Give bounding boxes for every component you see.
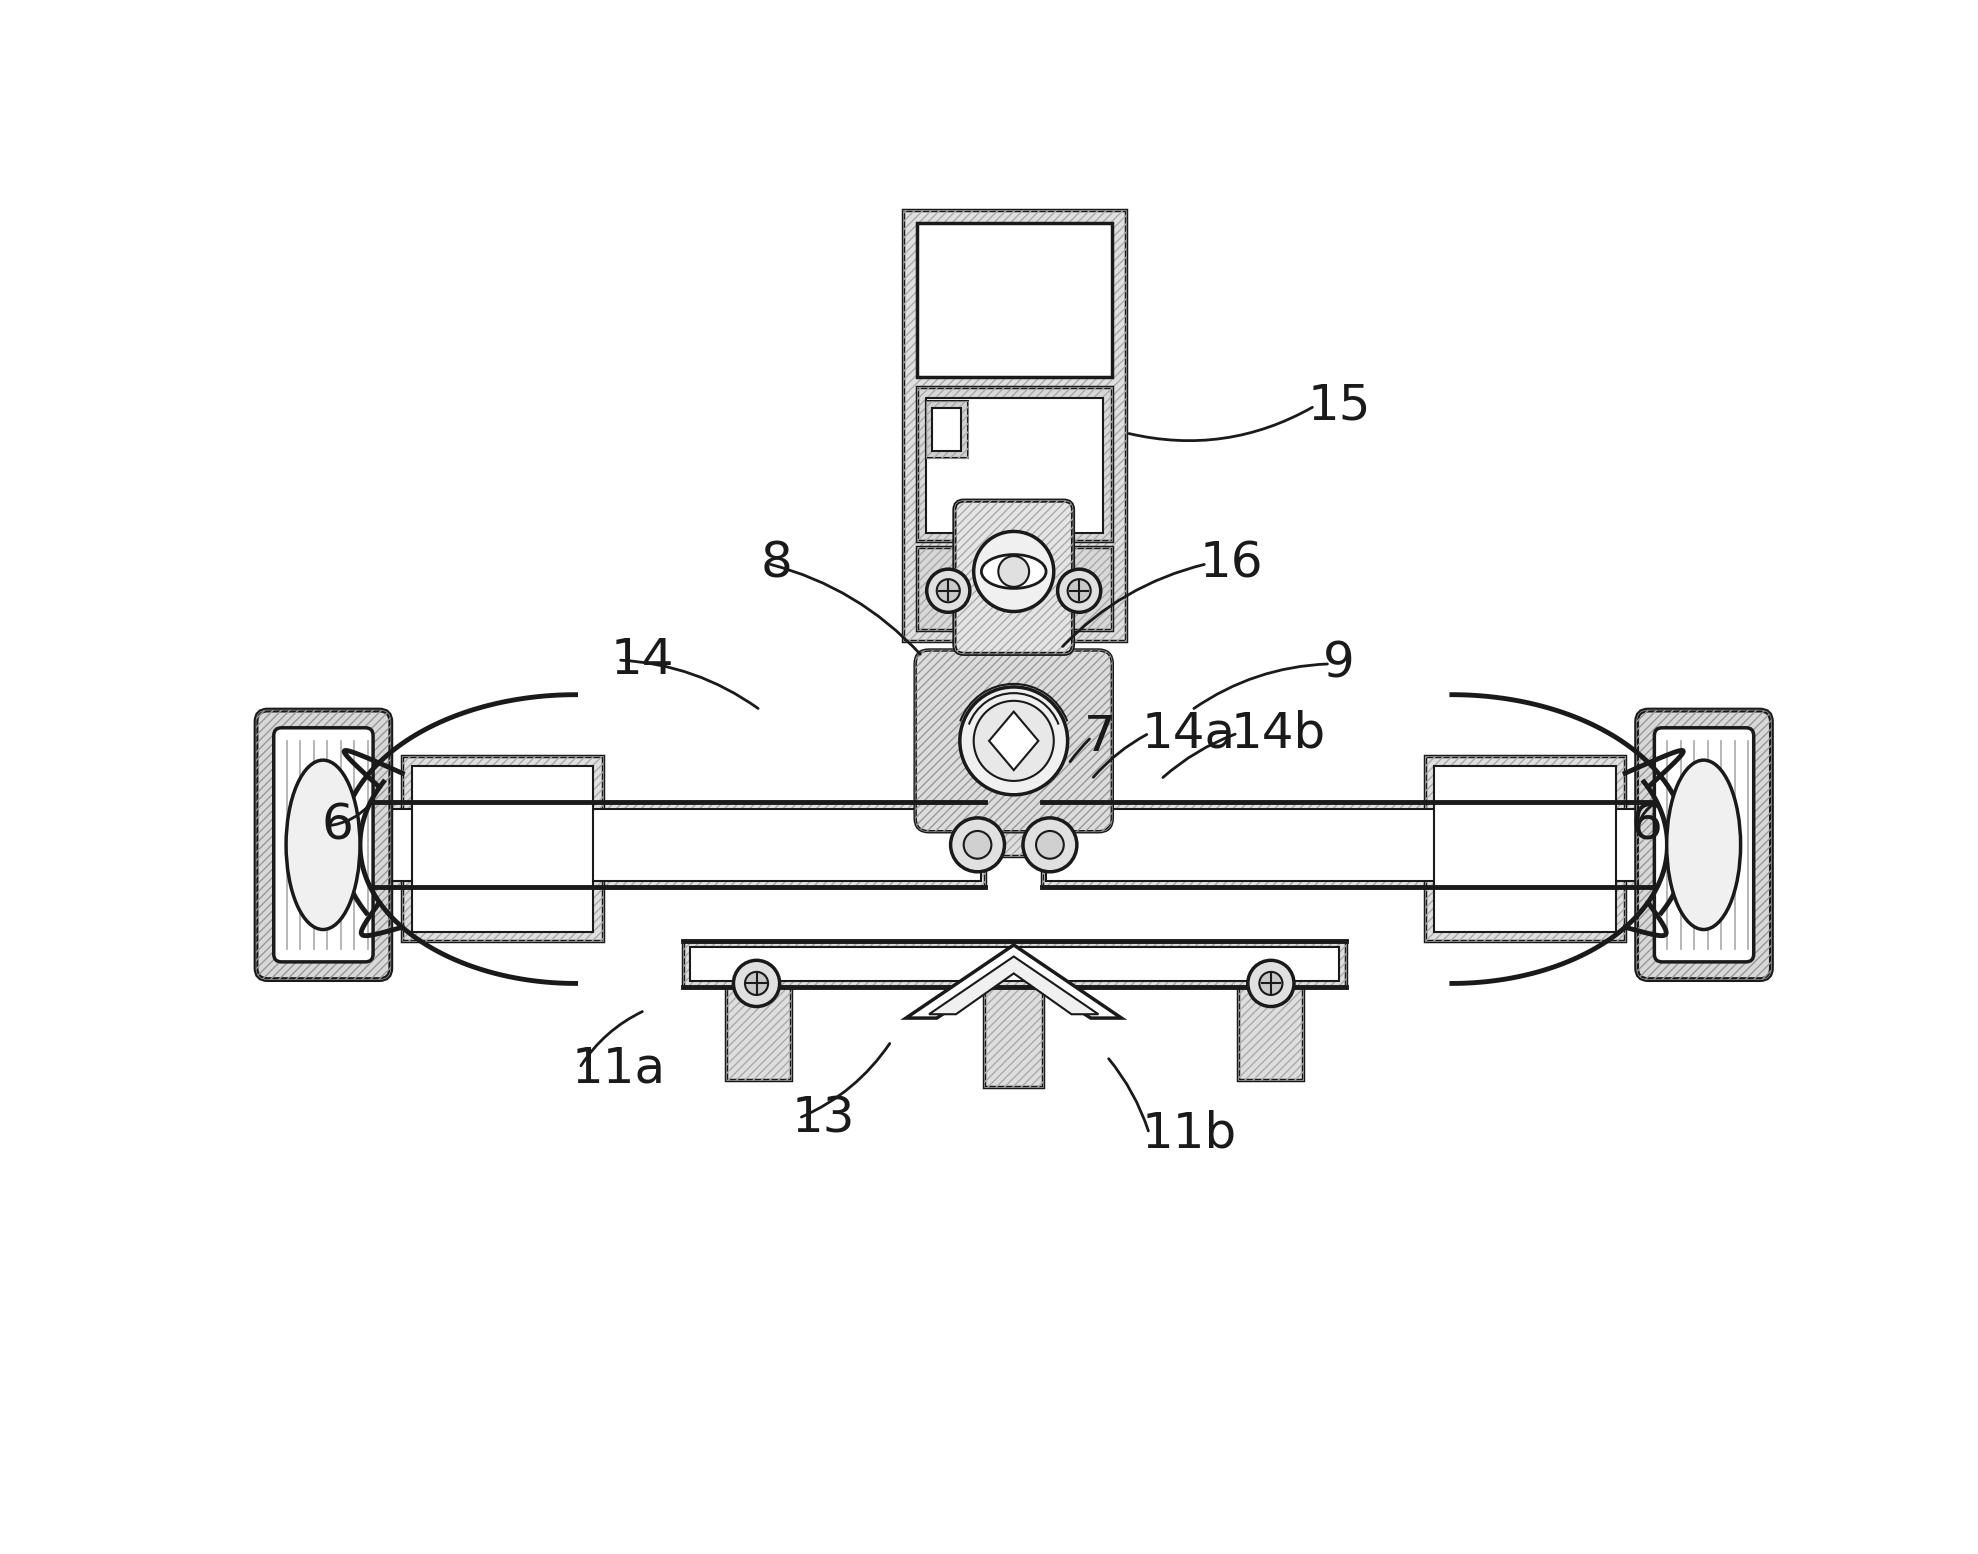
Bar <box>682 942 1345 987</box>
Bar <box>726 987 791 1080</box>
Text: 11a: 11a <box>572 1044 667 1092</box>
Bar <box>1238 987 1304 1080</box>
Circle shape <box>1023 817 1076 872</box>
Circle shape <box>1068 580 1090 603</box>
Text: 7: 7 <box>1084 713 1116 761</box>
Bar <box>916 547 1112 629</box>
Bar <box>985 640 1042 679</box>
Circle shape <box>973 701 1054 782</box>
Bar <box>926 398 1104 533</box>
Ellipse shape <box>981 555 1046 589</box>
Bar <box>372 802 985 887</box>
Text: 6: 6 <box>1630 802 1662 850</box>
Text: 6: 6 <box>322 802 354 850</box>
Text: 8: 8 <box>760 539 791 587</box>
Bar <box>726 987 791 1080</box>
Bar <box>916 547 1112 629</box>
Bar <box>985 987 1042 1088</box>
Bar <box>372 802 985 887</box>
Bar <box>1434 766 1616 932</box>
Bar <box>993 817 1034 856</box>
Bar <box>916 387 1112 541</box>
FancyBboxPatch shape <box>955 500 1072 654</box>
Circle shape <box>959 687 1068 794</box>
Text: 13: 13 <box>791 1094 854 1142</box>
Circle shape <box>734 960 779 1007</box>
FancyBboxPatch shape <box>1654 727 1754 962</box>
Bar <box>902 210 1125 640</box>
Polygon shape <box>906 945 1122 1018</box>
Polygon shape <box>989 712 1038 771</box>
Circle shape <box>1036 831 1064 859</box>
Bar <box>985 987 1042 1088</box>
Circle shape <box>746 971 767 995</box>
Bar <box>690 948 1339 981</box>
Text: 14b: 14b <box>1230 709 1325 757</box>
Bar <box>916 387 1112 541</box>
Text: 14a: 14a <box>1141 709 1236 757</box>
Bar <box>682 942 1345 987</box>
Ellipse shape <box>287 760 360 929</box>
Text: 14: 14 <box>611 636 674 684</box>
Circle shape <box>999 556 1029 587</box>
Ellipse shape <box>1667 760 1741 929</box>
Bar <box>902 210 1125 640</box>
Circle shape <box>938 580 959 603</box>
Text: 16: 16 <box>1199 539 1262 587</box>
Circle shape <box>928 569 969 612</box>
Bar <box>1424 757 1626 942</box>
Bar <box>985 640 1042 679</box>
Bar <box>1424 757 1626 942</box>
Bar <box>1042 802 1656 887</box>
Bar <box>926 401 969 458</box>
Polygon shape <box>930 956 1098 1015</box>
Text: 11b: 11b <box>1141 1110 1236 1158</box>
FancyBboxPatch shape <box>916 650 1112 831</box>
Bar <box>1238 987 1304 1080</box>
FancyBboxPatch shape <box>1636 710 1772 979</box>
Bar <box>402 757 603 942</box>
Circle shape <box>951 817 1005 872</box>
Bar <box>932 409 961 451</box>
Text: 9: 9 <box>1323 640 1355 688</box>
Bar <box>1046 808 1652 881</box>
FancyBboxPatch shape <box>255 710 392 979</box>
Circle shape <box>1248 960 1294 1007</box>
Bar <box>993 817 1034 856</box>
Circle shape <box>1260 971 1282 995</box>
Bar <box>402 757 603 942</box>
Bar <box>916 224 1112 378</box>
Circle shape <box>1058 569 1100 612</box>
Bar <box>1042 802 1656 887</box>
Bar <box>376 808 981 881</box>
Circle shape <box>963 831 991 859</box>
Circle shape <box>973 531 1054 612</box>
Bar <box>411 766 593 932</box>
Text: 15: 15 <box>1307 382 1371 430</box>
FancyBboxPatch shape <box>273 727 374 962</box>
Bar <box>926 401 969 458</box>
